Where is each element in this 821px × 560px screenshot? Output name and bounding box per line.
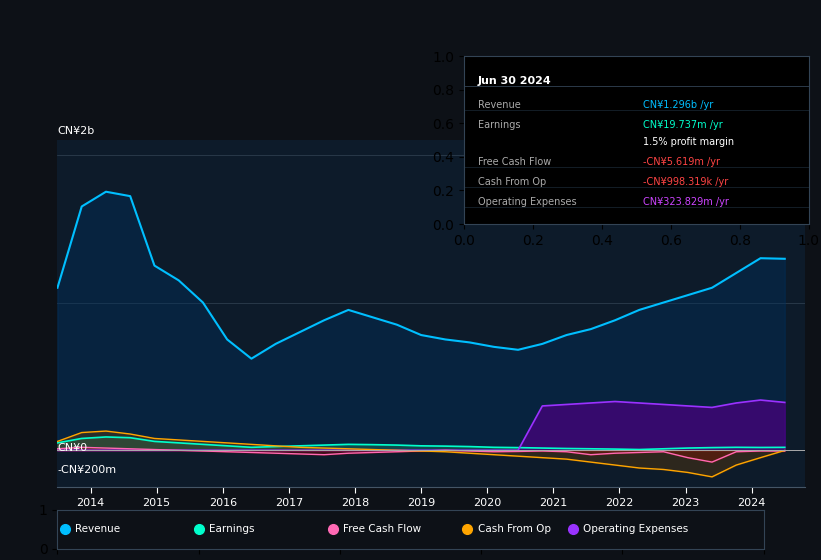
Text: -CN¥5.619m /yr: -CN¥5.619m /yr [643,157,720,167]
Text: -CN¥998.319k /yr: -CN¥998.319k /yr [643,177,728,187]
Text: Cash From Op: Cash From Op [478,177,546,187]
Text: CN¥1.296b /yr: CN¥1.296b /yr [643,100,713,110]
Text: Operating Expenses: Operating Expenses [584,524,689,534]
Text: Earnings: Earnings [209,524,255,534]
Text: Free Cash Flow: Free Cash Flow [478,157,551,167]
Text: Revenue: Revenue [478,100,521,110]
Text: Revenue: Revenue [76,524,120,534]
Text: Operating Expenses: Operating Expenses [478,197,576,207]
Text: Earnings: Earnings [478,120,521,130]
Text: Jun 30 2024: Jun 30 2024 [478,76,552,86]
Text: 1.5% profit margin: 1.5% profit margin [643,137,734,147]
Text: Free Cash Flow: Free Cash Flow [343,524,421,534]
Text: CN¥0: CN¥0 [57,443,88,453]
Text: CN¥2b: CN¥2b [57,127,94,137]
Text: CN¥323.829m /yr: CN¥323.829m /yr [643,197,729,207]
Text: Cash From Op: Cash From Op [478,524,551,534]
Text: -CN¥200m: -CN¥200m [57,465,117,475]
Text: CN¥19.737m /yr: CN¥19.737m /yr [643,120,723,130]
